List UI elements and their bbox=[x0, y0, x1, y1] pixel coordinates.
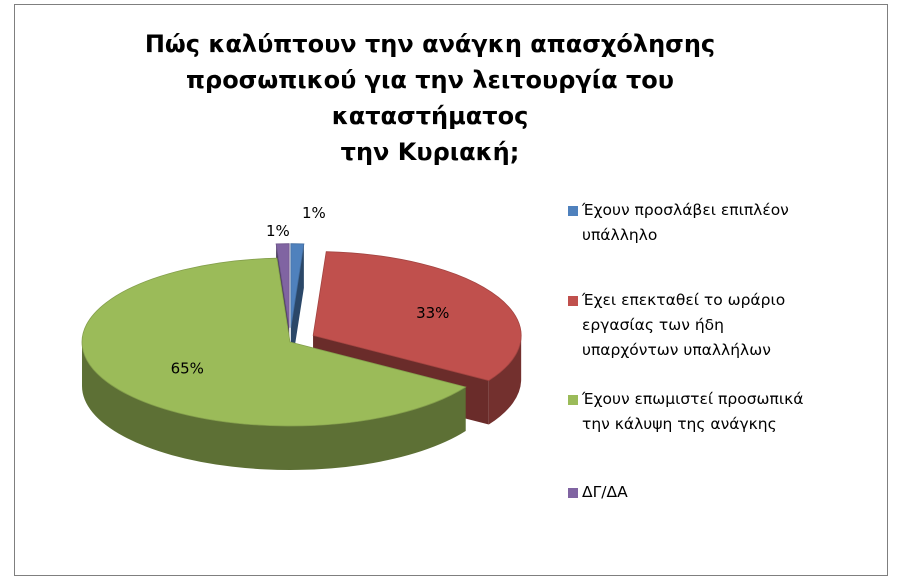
data-label-dk-na: 1% bbox=[266, 222, 290, 240]
pie-slice-cut-hired-1 bbox=[290, 243, 304, 372]
legend-label-hired: Έχουν προσλάβει επιπλέον υπάλληλο bbox=[582, 201, 789, 244]
pie-slice-extended-hours bbox=[312, 251, 522, 381]
data-label-extended-hours: 33% bbox=[416, 304, 449, 322]
pie-slice-side-hired bbox=[290, 243, 304, 372]
pie-slice-wall-extended-hours bbox=[488, 335, 522, 425]
chart-title-line-2: προσωπικού για την λειτουργία του καταστ… bbox=[186, 66, 674, 130]
pie-slice-hired bbox=[290, 243, 305, 328]
chart-title: Πώς καλύπτουν την ανάγκη απασχόλησης προ… bbox=[100, 26, 760, 170]
legend-label-personally: Έχουν επωμιστεί προσωπικά την κάλυψη της… bbox=[582, 390, 804, 433]
chart-title-line-1: Πώς καλύπτουν την ανάγκη απασχόλησης bbox=[144, 30, 716, 58]
legend-label-extended-hours: Έχει επεκταθεί το ωράριο εργασίας των ήδ… bbox=[582, 291, 786, 359]
chart-title-line-3: την Κυριακή; bbox=[340, 138, 520, 166]
legend-label-dk-na: ΔΓ/ΔΑ bbox=[582, 483, 628, 501]
legend-swatch-dk-na bbox=[568, 488, 578, 498]
legend-swatch-extended-hours bbox=[568, 296, 578, 306]
pie-slice-personally bbox=[81, 257, 467, 427]
pie-slice-dk-na bbox=[275, 243, 290, 328]
legend-swatch-hired bbox=[568, 206, 578, 216]
data-label-hired: 1% bbox=[302, 204, 326, 222]
data-label-personally: 65% bbox=[171, 360, 204, 378]
pie-slice-wall-personally bbox=[82, 342, 466, 470]
legend-swatch-personally bbox=[568, 395, 578, 405]
